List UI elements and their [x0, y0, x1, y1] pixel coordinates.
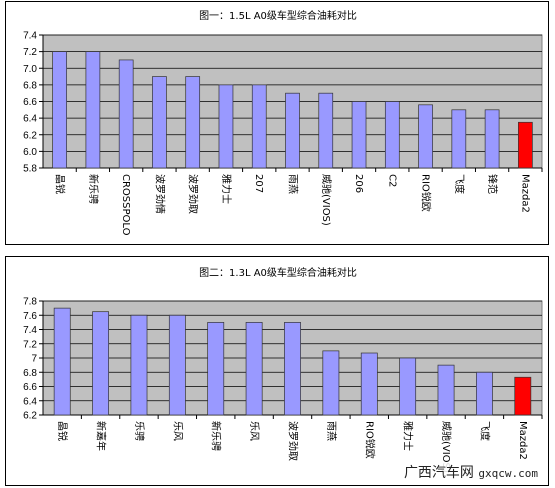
category-label: 乐骋 — [133, 421, 146, 441]
bar — [85, 51, 101, 169]
category-label: 威驰(VIOS) — [440, 421, 453, 473]
bar — [130, 314, 148, 416]
category-label: 波罗劲情 — [153, 174, 166, 214]
chart-panel-2: 图二：1.3L A0级车型综合油耗对比 6.2 6.4 6.6 6.8 7 7.2 7.4 7.… — [5, 256, 549, 486]
bar — [185, 76, 201, 169]
bar — [351, 101, 367, 169]
category-label: 波罗劲取 — [287, 421, 300, 461]
bar — [245, 322, 263, 416]
bar — [52, 51, 67, 169]
category-label: 乐风 — [171, 421, 183, 441]
y-tick-label: 6.8 — [23, 80, 37, 91]
y-tick-label: 5.8 — [23, 164, 37, 175]
watermark: 广西汽车网 gxqcw.com — [401, 462, 540, 482]
y-tick-label: 6.6 — [23, 97, 37, 108]
bar — [92, 311, 109, 416]
bar — [284, 322, 301, 416]
bar — [418, 104, 433, 169]
bar — [118, 59, 134, 169]
category-label: 新乐骋 — [210, 421, 223, 451]
category-label: 雅力士 — [402, 421, 415, 451]
bar — [218, 84, 234, 169]
category-label: 锋范 — [486, 174, 499, 194]
y-tick-label: 6.6 — [23, 382, 37, 393]
category-label: RIO锐欧 — [363, 421, 376, 459]
bar — [451, 109, 467, 169]
bar — [518, 121, 533, 169]
bar — [476, 371, 493, 416]
chart-1: 图一：1.5L A0级车型综合油耗对比 5.8 6.0 6.2 6.4 6.6 6.8 7.0… — [23, 9, 543, 236]
chart-2: 图二：1.3L A0级车型综合油耗对比 6.2 6.4 6.6 6.8 7 7.2 7.4 7.… — [23, 266, 543, 473]
bar — [168, 314, 186, 416]
y-tick-label: 6.2 — [23, 130, 37, 141]
category-label: 雨燕 — [287, 174, 299, 194]
bar — [360, 352, 378, 416]
y-tick-label: 6.0 — [23, 147, 37, 158]
bar — [53, 307, 71, 416]
bar — [399, 357, 417, 416]
bar — [322, 350, 340, 416]
category-label: 飞度 — [453, 174, 466, 194]
category-label: 新嘉年 — [95, 421, 108, 451]
bar — [251, 84, 267, 169]
chart-panel-1: 图一：1.5L A0级车型综合油耗对比 5.8 6.0 6.2 6.4 6.6 6.8 7.0… — [5, 1, 549, 245]
bar — [285, 92, 300, 169]
bar — [318, 92, 334, 169]
y-tick-label: 6.4 — [23, 114, 37, 125]
category-label: C2 — [386, 174, 397, 187]
bar — [207, 322, 225, 416]
category-label: 波罗劲取 — [187, 174, 200, 214]
category-label: 威驰(VIOS) — [320, 174, 333, 226]
category-label: 晶锐 — [54, 174, 67, 194]
y-tick-label: 7.2 — [23, 47, 37, 58]
y-tick-label: 7.0 — [23, 64, 37, 75]
bar — [384, 101, 400, 169]
category-label: RIO锐欧 — [420, 174, 433, 212]
category-label: 206 — [353, 174, 364, 193]
watermark-text: 广西汽车网 — [403, 465, 474, 481]
y-tick-label: 7.4 — [23, 31, 37, 42]
category-label: 新乐骋 — [87, 174, 100, 204]
category-label: 雅力士 — [220, 174, 233, 204]
y-tick-label: 7.2 — [23, 339, 37, 350]
y-tick-label: 7.8 — [23, 297, 37, 308]
category-label: 晶锐 — [56, 421, 69, 441]
category-label: CROSSPOLO — [120, 174, 131, 236]
y-tick-label: 7.6 — [23, 311, 37, 322]
category-label: 飞度 — [478, 421, 491, 441]
bar — [514, 376, 532, 416]
y-tick-label: 6.2 — [23, 411, 37, 422]
category-label: 乐风 — [248, 421, 260, 441]
watermark-domain: gxqcw.com — [478, 467, 538, 480]
category-label: Mazda2 — [519, 174, 530, 213]
chart-title: 图一：1.5L A0级车型综合油耗对比 — [199, 9, 357, 22]
y-tick-label: 6.4 — [23, 396, 37, 407]
y-tick-label: 6.8 — [23, 368, 37, 379]
bar — [484, 109, 500, 169]
bar — [437, 364, 455, 416]
y-tick-label: 7 — [31, 354, 37, 365]
category-label: 雨燕 — [325, 421, 337, 441]
category-label: Mazda2 — [517, 421, 528, 460]
bar — [152, 76, 167, 169]
category-label: 207 — [253, 174, 264, 193]
y-tick-label: 7.4 — [23, 325, 37, 336]
chart-title: 图二：1.3L A0级车型综合油耗对比 — [199, 266, 357, 279]
